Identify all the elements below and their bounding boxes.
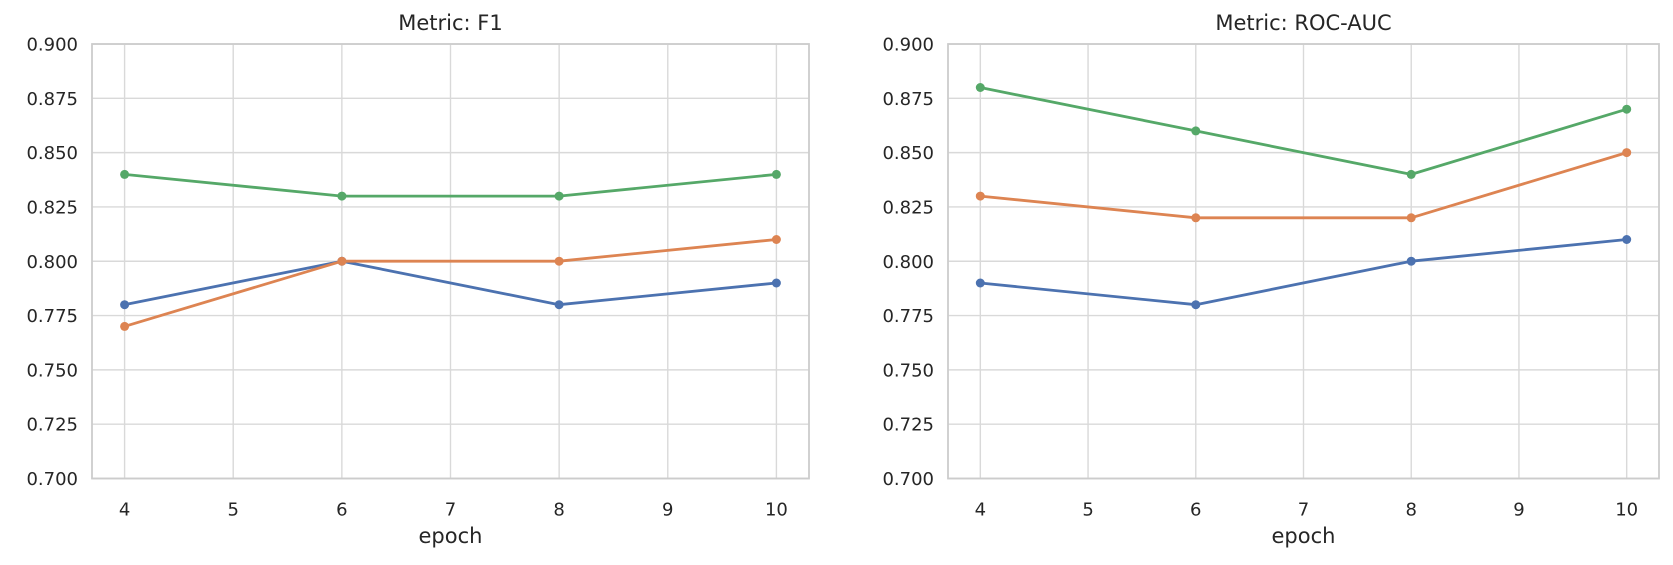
data-point-marker-green-series — [1406, 169, 1416, 179]
x-tick-label: 4 — [119, 500, 130, 521]
y-tick-label: 0.700 — [882, 469, 934, 490]
x-tick-label: 9 — [662, 500, 673, 521]
data-point-marker-blue-series — [1406, 256, 1416, 266]
x-tick-label: 6 — [336, 500, 347, 521]
data-point-marker-orange-series — [1191, 213, 1201, 223]
y-tick-label: 0.800 — [26, 252, 78, 273]
data-point-marker-orange-series — [120, 321, 130, 331]
plot-border — [91, 43, 810, 480]
x-tick-label: 10 — [765, 500, 788, 521]
y-tick-label: 0.725 — [882, 415, 934, 436]
series-line-blue-series — [978, 238, 1629, 307]
data-point-marker-blue-series — [554, 300, 564, 310]
chart-title: Metric: F1 — [398, 11, 502, 35]
series-line-green-series — [123, 172, 778, 198]
y-tick-label: 0.750 — [26, 360, 78, 381]
data-point-marker-blue-series — [1191, 300, 1201, 310]
y-tick-label: 0.875 — [26, 89, 78, 110]
y-tick-label: 0.850 — [882, 143, 934, 164]
x-tick-label: 5 — [228, 500, 239, 521]
y-tick-label: 0.800 — [882, 252, 934, 273]
y-tick-label: 0.775 — [26, 306, 78, 327]
data-point-marker-blue-series — [1622, 235, 1632, 244]
plot-border — [947, 43, 1660, 480]
x-tick-label: 6 — [1190, 500, 1201, 521]
y-tick-label: 0.850 — [26, 143, 78, 164]
data-point-marker-green-series — [1622, 104, 1632, 114]
x-tick-label: 5 — [1082, 500, 1093, 521]
series-line-orange-series — [978, 151, 1629, 220]
data-point-marker-blue-series — [120, 300, 130, 310]
data-point-marker-orange-series — [1622, 148, 1632, 158]
chart-panel-1: Metric: ROC-AUC 0.700 0.725 0.750 0.775 0.800… — [882, 11, 1660, 548]
y-tick-label: 0.725 — [26, 415, 78, 436]
x-tick-label: 10 — [1615, 500, 1638, 521]
data-point-marker-blue-series — [975, 278, 985, 288]
x-tick-label: 7 — [1298, 500, 1309, 521]
x-tick-label: 4 — [975, 500, 986, 521]
y-tick-label: 0.825 — [882, 197, 934, 218]
x-axis-label: epoch — [419, 524, 483, 548]
data-point-marker-orange-series — [771, 235, 781, 244]
y-tick-label: 0.825 — [26, 197, 78, 218]
series-line-orange-series — [123, 238, 778, 328]
x-tick-label: 9 — [1513, 500, 1524, 521]
data-point-marker-blue-series — [771, 278, 781, 288]
x-tick-label: 8 — [553, 500, 564, 521]
data-point-marker-orange-series — [1406, 213, 1416, 223]
data-point-marker-green-series — [975, 83, 985, 92]
chart-title: Metric: ROC-AUC — [1215, 11, 1391, 35]
data-point-marker-green-series — [1191, 126, 1201, 136]
series-line-green-series — [978, 86, 1629, 176]
data-point-marker-green-series — [771, 169, 781, 179]
x-tick-label: 7 — [445, 500, 456, 521]
x-tick-label: 8 — [1406, 500, 1417, 521]
data-point-marker-green-series — [120, 169, 130, 179]
y-tick-label: 0.900 — [26, 35, 78, 56]
data-point-marker-green-series — [337, 191, 347, 201]
chart-panel-0: Metric: F1 0.700 0.725 0.750 0.775 0.800 0.825… — [26, 11, 810, 548]
y-tick-label: 0.750 — [882, 360, 934, 381]
y-tick-label: 0.875 — [882, 89, 934, 110]
y-tick-label: 0.900 — [882, 35, 934, 56]
x-axis-label: epoch — [1272, 524, 1336, 548]
y-tick-label: 0.775 — [882, 306, 934, 327]
data-point-marker-orange-series — [554, 256, 564, 266]
y-tick-label: 0.700 — [26, 469, 78, 490]
data-point-marker-orange-series — [975, 191, 985, 201]
data-point-marker-orange-series — [337, 256, 347, 266]
series-line-blue-series — [123, 259, 778, 307]
data-point-marker-green-series — [554, 191, 564, 201]
